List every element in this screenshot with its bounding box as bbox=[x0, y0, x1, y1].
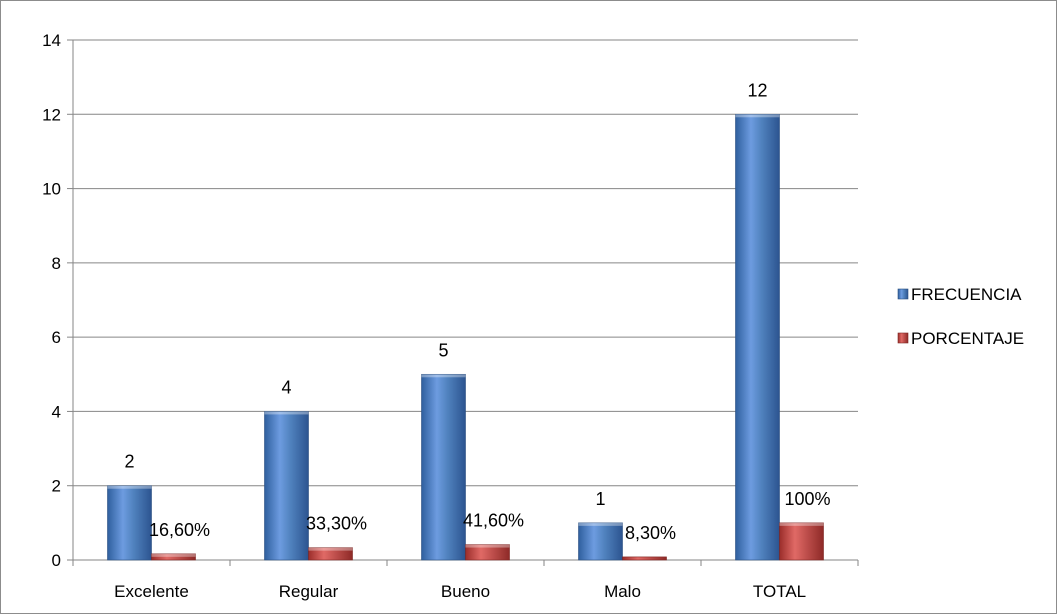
x-tick-label: Excelente bbox=[114, 582, 189, 601]
x-tick-label: Regular bbox=[279, 582, 339, 601]
y-tick-label: 0 bbox=[52, 551, 61, 570]
bar-highlight bbox=[264, 411, 309, 415]
legend-swatch bbox=[897, 332, 909, 344]
bar-frecuencia bbox=[578, 522, 623, 561]
data-label-porcentaje: 33,30% bbox=[306, 514, 367, 534]
data-label-frecuencia: 12 bbox=[747, 80, 767, 100]
bar-highlight bbox=[779, 522, 824, 526]
legend-label: PORCENTAJE bbox=[911, 329, 1024, 348]
bar-highlight bbox=[421, 374, 466, 378]
bars bbox=[107, 113, 824, 561]
data-label-porcentaje: 8,30% bbox=[625, 523, 676, 543]
data-label-frecuencia: 4 bbox=[281, 377, 291, 397]
x-tick-label: Malo bbox=[604, 582, 641, 601]
bar-porcentaje bbox=[622, 556, 667, 561]
bar-porcentaje bbox=[151, 553, 196, 561]
bar-highlight bbox=[465, 544, 510, 548]
data-label-porcentaje: 16,60% bbox=[149, 520, 210, 540]
gridlines bbox=[73, 39, 858, 561]
bar-porcentaje bbox=[465, 544, 510, 561]
bar-highlight bbox=[308, 547, 353, 551]
y-tick-label: 8 bbox=[52, 254, 61, 273]
legend-label: FRECUENCIA bbox=[911, 285, 1022, 304]
legend: FRECUENCIA PORCENTAJE bbox=[897, 285, 1024, 348]
data-label-porcentaje: 41,60% bbox=[463, 511, 524, 531]
bar-highlight bbox=[151, 553, 196, 557]
legend-swatch bbox=[897, 288, 909, 300]
data-label-porcentaje: 100% bbox=[784, 489, 830, 509]
data-label-frecuencia: 2 bbox=[124, 452, 134, 472]
y-tick-label: 6 bbox=[52, 328, 61, 347]
y-tick-label: 4 bbox=[52, 402, 61, 421]
bar-frecuencia bbox=[735, 113, 780, 561]
x-tick-label: Bueno bbox=[441, 582, 490, 601]
x-tick-label: TOTAL bbox=[753, 582, 806, 601]
bar-porcentaje bbox=[779, 522, 824, 561]
y-tick-label: 10 bbox=[42, 180, 61, 199]
bar-highlight bbox=[735, 114, 780, 118]
data-label-frecuencia: 1 bbox=[595, 489, 605, 509]
bar-frecuencia bbox=[264, 411, 309, 561]
data-labels: 2 4 5 1 12 16,60% 33,30% 41,60% 8,30% 100% bbox=[124, 80, 830, 543]
data-label-frecuencia: 5 bbox=[438, 340, 448, 360]
bar-highlight bbox=[578, 522, 623, 526]
y-tick-label: 12 bbox=[42, 105, 61, 124]
bar-frecuencia bbox=[107, 485, 152, 561]
bar-porcentaje bbox=[308, 547, 353, 561]
bar-highlight bbox=[107, 485, 152, 489]
y-tick-label: 2 bbox=[52, 477, 61, 496]
y-tick-label: 14 bbox=[42, 31, 61, 50]
bar-frecuencia bbox=[421, 373, 466, 561]
